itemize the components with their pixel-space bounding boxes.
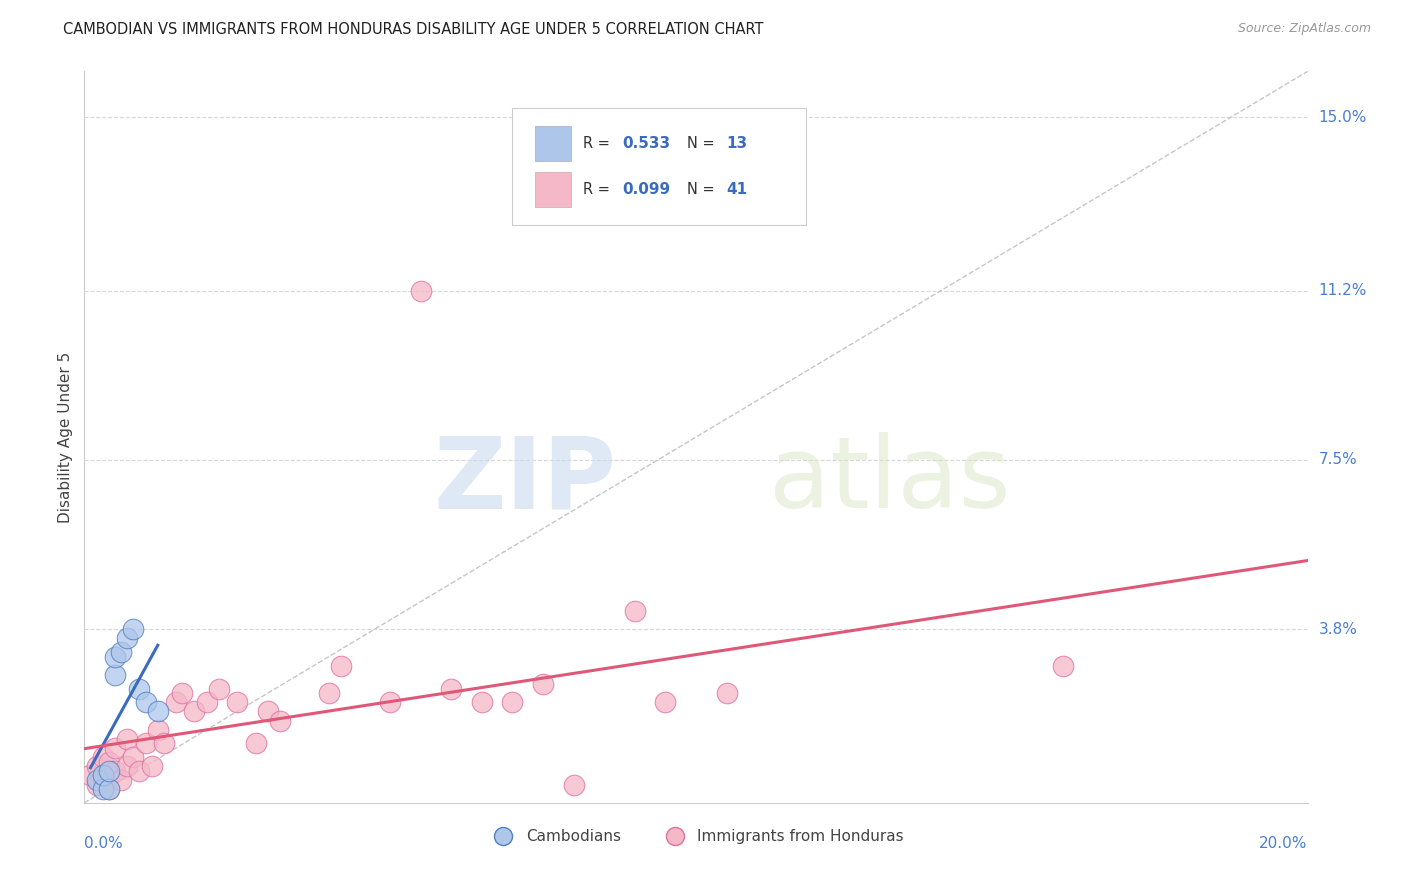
Point: [318, 686, 340, 700]
Point: [330, 658, 353, 673]
Point: [716, 686, 738, 700]
Text: 0.099: 0.099: [623, 182, 671, 196]
Point: [86, 778, 108, 792]
Point: [183, 705, 205, 719]
Point: [128, 764, 150, 778]
Point: [104, 740, 127, 755]
Point: [86, 759, 108, 773]
Point: [104, 764, 127, 778]
Point: [135, 695, 157, 709]
Legend: Cambodians, Immigrants from Honduras: Cambodians, Immigrants from Honduras: [482, 822, 910, 850]
Point: [91, 750, 114, 764]
Point: [471, 695, 494, 709]
Text: R =: R =: [583, 182, 614, 196]
Point: [380, 695, 402, 709]
Point: [110, 645, 132, 659]
Text: 41: 41: [727, 182, 748, 196]
FancyBboxPatch shape: [513, 108, 806, 225]
Point: [91, 768, 114, 782]
Point: [257, 705, 280, 719]
Point: [115, 731, 138, 746]
Bar: [534, 171, 571, 207]
Text: 20.0%: 20.0%: [1260, 836, 1308, 851]
Point: [654, 695, 676, 709]
Point: [440, 681, 463, 696]
Point: [86, 772, 108, 787]
Point: [502, 695, 524, 709]
Point: [115, 759, 138, 773]
Point: [562, 778, 585, 792]
Point: [153, 736, 176, 750]
Point: [172, 686, 194, 700]
Point: [122, 622, 145, 636]
Point: [122, 750, 145, 764]
Text: ZIP: ZIP: [433, 433, 616, 530]
Point: [624, 604, 647, 618]
Point: [146, 723, 169, 737]
Point: [146, 705, 169, 719]
Point: [79, 768, 101, 782]
Point: [97, 764, 120, 778]
Point: [104, 667, 127, 681]
Point: [128, 681, 150, 696]
Bar: [534, 126, 571, 161]
Point: [245, 736, 267, 750]
Point: [269, 714, 291, 728]
Point: [531, 677, 554, 691]
Text: N =: N =: [688, 182, 720, 196]
Point: [226, 695, 249, 709]
Point: [208, 681, 231, 696]
Text: 0.533: 0.533: [623, 136, 671, 152]
Point: [91, 772, 114, 787]
Text: 15.0%: 15.0%: [1319, 110, 1367, 125]
Text: N =: N =: [688, 136, 720, 152]
Text: atlas: atlas: [769, 433, 1011, 530]
Point: [91, 782, 114, 797]
Text: 0.0%: 0.0%: [84, 836, 124, 851]
Point: [97, 782, 120, 797]
Text: 7.5%: 7.5%: [1319, 452, 1357, 467]
Text: 3.8%: 3.8%: [1319, 622, 1358, 637]
Text: 13: 13: [727, 136, 748, 152]
Point: [409, 284, 432, 298]
Y-axis label: Disability Age Under 5: Disability Age Under 5: [58, 351, 73, 523]
Point: [135, 736, 157, 750]
Point: [97, 782, 120, 797]
Point: [110, 772, 132, 787]
Text: CAMBODIAN VS IMMIGRANTS FROM HONDURAS DISABILITY AGE UNDER 5 CORRELATION CHART: CAMBODIAN VS IMMIGRANTS FROM HONDURAS DI…: [63, 22, 763, 37]
Point: [141, 759, 163, 773]
Point: [97, 768, 120, 782]
Point: [165, 695, 187, 709]
Text: Source: ZipAtlas.com: Source: ZipAtlas.com: [1237, 22, 1371, 36]
Point: [195, 695, 218, 709]
Point: [1052, 658, 1074, 673]
Text: R =: R =: [583, 136, 614, 152]
Point: [115, 632, 138, 646]
Text: 11.2%: 11.2%: [1319, 284, 1367, 298]
Point: [97, 755, 120, 769]
Point: [104, 649, 127, 664]
